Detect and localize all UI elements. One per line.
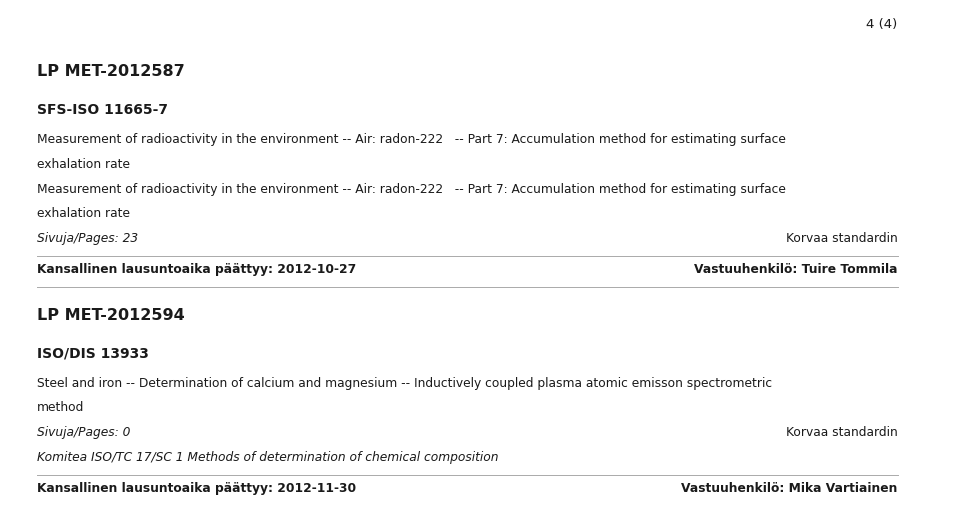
Text: Vastuuhenkilö: Tuire Tommila: Vastuuhenkilö: Tuire Tommila [694, 263, 898, 276]
Text: LP MET-2012587: LP MET-2012587 [37, 64, 184, 79]
Text: Kansallinen lausuntoaika päättyy: 2012-10-27: Kansallinen lausuntoaika päättyy: 2012-1… [37, 263, 356, 276]
Text: Komitea ISO/TC 17/SC 1 Methods of determination of chemical composition: Komitea ISO/TC 17/SC 1 Methods of determ… [37, 451, 498, 464]
Text: exhalation rate: exhalation rate [37, 158, 130, 171]
Text: Sivuja/Pages: 23: Sivuja/Pages: 23 [37, 232, 138, 245]
Text: ISO/DIS 13933: ISO/DIS 13933 [37, 347, 149, 361]
Text: Korvaa standardin: Korvaa standardin [786, 426, 898, 439]
Text: Korvaa standardin: Korvaa standardin [786, 232, 898, 245]
Text: Kansallinen lausuntoaika päättyy: 2012-11-30: Kansallinen lausuntoaika päättyy: 2012-1… [37, 482, 356, 495]
Text: exhalation rate: exhalation rate [37, 207, 130, 220]
Text: method: method [37, 401, 84, 414]
Text: Steel and iron -- Determination of calcium and magnesium -- Inductively coupled : Steel and iron -- Determination of calci… [37, 377, 772, 390]
Text: Vastuuhenkilö: Mika Vartiainen: Vastuuhenkilö: Mika Vartiainen [682, 482, 898, 495]
Text: 4 (4): 4 (4) [866, 18, 898, 31]
Text: Measurement of radioactivity in the environment -- Air: radon-222   -- Part 7: A: Measurement of radioactivity in the envi… [37, 133, 786, 146]
Text: SFS-ISO 11665-7: SFS-ISO 11665-7 [37, 103, 168, 117]
Text: Measurement of radioactivity in the environment -- Air: radon-222   -- Part 7: A: Measurement of radioactivity in the envi… [37, 183, 786, 196]
Text: LP MET-2012594: LP MET-2012594 [37, 308, 184, 323]
Text: Sivuja/Pages: 0: Sivuja/Pages: 0 [37, 426, 131, 439]
